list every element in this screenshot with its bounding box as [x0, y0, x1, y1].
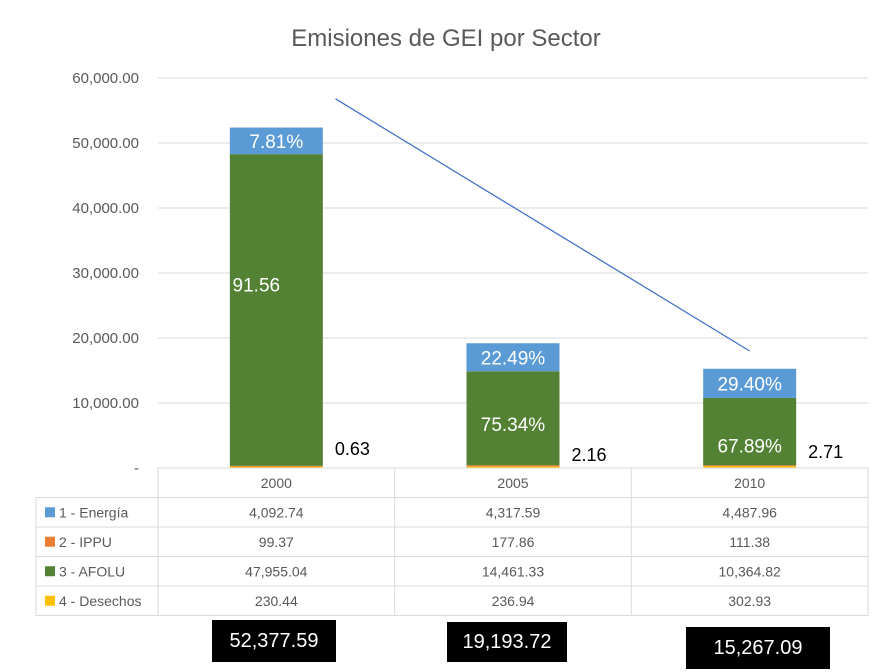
side-label: 2.71 — [808, 442, 843, 462]
bar-segment-4 — [229, 466, 323, 468]
chart-title: Emisiones de GEI por Sector — [291, 25, 600, 52]
bar-segment-1 — [229, 127, 323, 155]
legend-swatch — [45, 536, 55, 547]
table-cell: 111.38 — [729, 534, 770, 550]
legend-entry: 1 - Energía — [59, 504, 128, 520]
table-cell: 10,364.82 — [719, 563, 781, 579]
table-cell: 47,955.04 — [245, 563, 307, 579]
total-value: 19,193.72 — [447, 622, 567, 662]
bar-segment-2 — [229, 465, 323, 467]
y-tick-label: 60,000.00 — [72, 70, 139, 87]
bar-segment-3 — [466, 371, 560, 466]
table-cell: 177.86 — [492, 534, 535, 550]
x-tick-label: 2005 — [497, 475, 528, 491]
legend-swatch — [45, 566, 55, 577]
trendline — [335, 98, 751, 352]
bar-segment-1 — [703, 368, 797, 398]
bar-segment-1 — [466, 343, 560, 372]
data-table: 2000 2005 2010 1 - Energía 4,092.74 4,317.59 4… — [35, 467, 869, 616]
legend-entry: 4 - Desechos — [59, 593, 141, 609]
y-tick-label: 10,000.00 — [72, 395, 139, 412]
table-cell: 302.93 — [728, 593, 771, 609]
side-label: 0.63 — [335, 439, 370, 459]
bar-segment-4 — [703, 466, 797, 468]
table-cell: 230.44 — [255, 593, 298, 609]
total-value: 15,267.09 — [686, 627, 830, 669]
energia-pct-label: 29.40% — [717, 374, 782, 395]
y-tick-label: 50,000.00 — [72, 135, 139, 152]
afolu-pct-label: 67.89% — [717, 436, 782, 457]
table-cell: 4,092.74 — [249, 504, 304, 520]
table-cell: 4,487.96 — [722, 504, 777, 520]
legend-swatch — [45, 595, 55, 606]
y-tick-label: 20,000.00 — [72, 330, 139, 347]
bar-segment-2 — [703, 465, 797, 467]
energia-pct-label: 7.81% — [249, 132, 303, 153]
afolu-pct-label: 75.34% — [481, 415, 546, 436]
table-cell: 99.37 — [259, 534, 294, 550]
bar-segment-4 — [466, 466, 560, 468]
bar-segment-3 — [229, 154, 323, 466]
x-tick-label: 2010 — [734, 475, 765, 491]
legend-entry: 2 - IPPU — [59, 534, 112, 550]
legend-entry: 3 - AFOLU — [59, 563, 125, 579]
table-cell: 14,461.33 — [482, 563, 544, 579]
y-tick-label: 40,000.00 — [72, 200, 139, 217]
bars — [229, 127, 797, 468]
y-tick-label: 30,000.00 — [72, 265, 139, 282]
bar-segment-2 — [466, 465, 560, 467]
y-axis-ticks: - 10,000.00 20,000.00 30,000.00 40,000.00 50,… — [72, 70, 139, 477]
afolu-pct-label: 91.56 — [233, 276, 281, 297]
table-cell: 4,317.59 — [486, 504, 541, 520]
energia-pct-label: 22.49% — [481, 348, 546, 369]
y-tick-label: - — [134, 460, 139, 477]
bar-segment-3 — [703, 397, 797, 466]
trendline-layer — [335, 98, 751, 352]
x-tick-label: 2000 — [261, 475, 292, 491]
bar-labels: 7.81% 91.56 0.63 22.49% 75.34% 2.16 29.40% 67.8… — [233, 132, 844, 465]
total-value: 52,377.59 — [212, 620, 336, 662]
table-cell: 236.94 — [492, 593, 535, 609]
legend-swatch — [45, 507, 55, 518]
side-label: 2.16 — [572, 445, 607, 465]
